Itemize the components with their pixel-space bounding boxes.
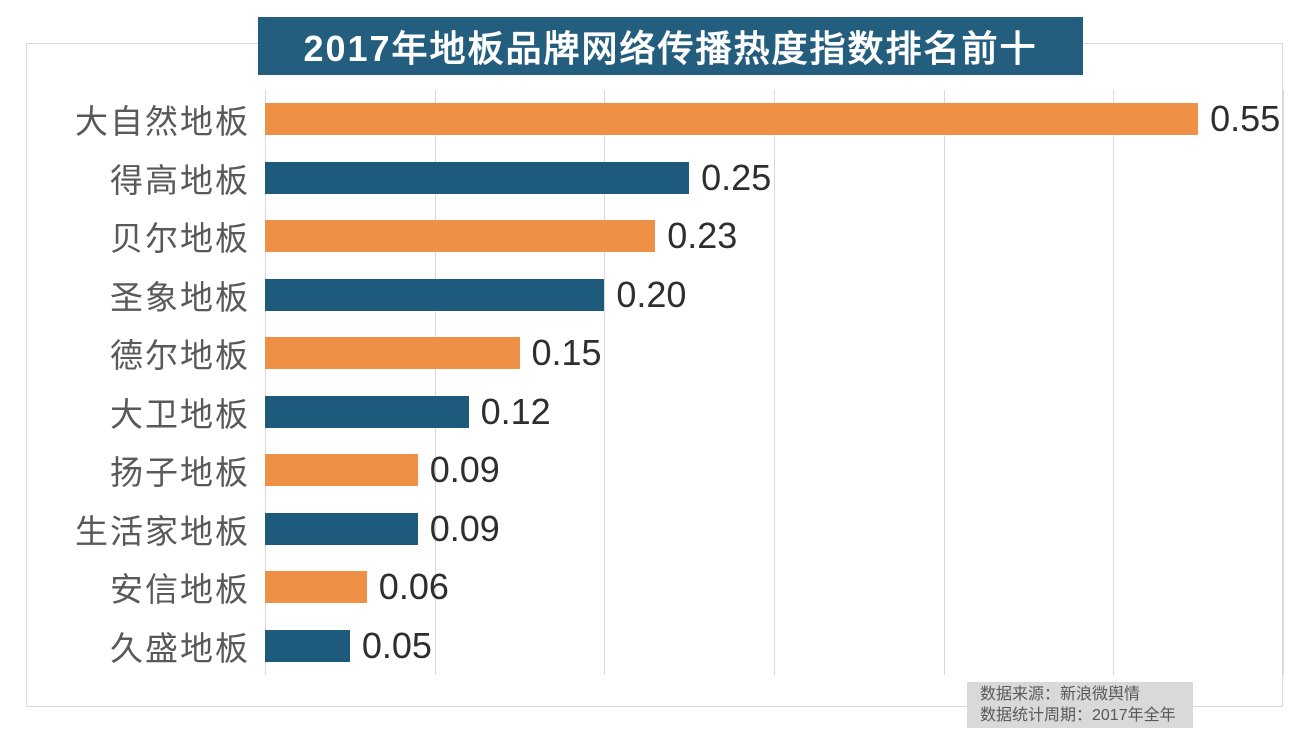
bar-row: 久盛地板 0.05 (0, 617, 1283, 676)
category-label: 贝尔地板 (110, 220, 250, 258)
bar (265, 278, 605, 311)
source-note-line-2: 数据统计周期：2017年全年 (980, 707, 1176, 724)
bar-track: 0.25 (265, 149, 1283, 208)
category-label: 久盛地板 (110, 629, 250, 667)
bar-row: 圣象地板 0.20 (0, 266, 1283, 325)
bar-track: 0.15 (265, 324, 1283, 383)
bar-track: 0.09 (265, 441, 1283, 500)
bar-track: 0.06 (265, 558, 1283, 617)
category-label: 大卫地板 (110, 395, 250, 433)
source-note-line-1: 数据来源：新浪微舆情 (980, 686, 1141, 703)
bar (265, 571, 367, 604)
bar-track: 0.20 (265, 266, 1283, 325)
gridline (774, 90, 775, 675)
bar (265, 161, 690, 194)
bar-row: 安信地板 0.06 (0, 558, 1283, 617)
value-label: 0.06 (378, 566, 449, 608)
bar-row: 扬子地板 0.09 (0, 441, 1283, 500)
value-label: 0.55 (1210, 98, 1281, 140)
category-label: 大自然地板 (75, 103, 250, 141)
bar (265, 629, 350, 662)
bar-row: 贝尔地板 0.23 (0, 207, 1283, 266)
bar (265, 337, 520, 370)
value-label: 0.15 (531, 332, 602, 374)
value-label: 0.20 (616, 273, 687, 315)
bar-row: 德尔地板 0.15 (0, 324, 1283, 383)
value-label: 0.23 (667, 215, 738, 257)
bar-row: 得高地板 0.25 (0, 149, 1283, 208)
bar-row: 生活家地板 0.09 (0, 500, 1283, 559)
value-label: 0.12 (480, 390, 551, 432)
bar (265, 454, 418, 487)
source-note-box: 数据来源：新浪微舆情 数据统计周期：2017年全年 (967, 682, 1193, 728)
gridline (604, 90, 606, 675)
bar (265, 512, 418, 545)
bars-container: 大自然地板 0.55 得高地板 0.25 贝尔地板 0.23 圣象地板 0.20 德尔地板 0.1… (0, 90, 1283, 675)
gridline (1113, 90, 1115, 675)
chart-title-box: 2017年地板品牌网络传播热度指数排名前十 (258, 17, 1083, 75)
gridline (434, 90, 436, 675)
bar-track: 0.55 (265, 90, 1283, 149)
bar-row: 大卫地板 0.12 (0, 383, 1283, 442)
bar-track: 0.09 (265, 500, 1283, 559)
bar (265, 220, 656, 253)
category-label: 安信地板 (110, 571, 250, 609)
value-label: 0.25 (701, 156, 772, 198)
value-label: 0.05 (361, 624, 432, 666)
bar-row: 大自然地板 0.55 (0, 90, 1283, 149)
gridline (943, 90, 945, 675)
bar (265, 395, 469, 428)
value-label: 0.09 (429, 449, 500, 491)
plot-area (265, 90, 1284, 675)
category-label: 得高地板 (110, 161, 250, 199)
bar-track: 0.23 (265, 207, 1283, 266)
category-label: 生活家地板 (75, 512, 250, 550)
chart-title: 2017年地板品牌网络传播热度指数排名前十 (303, 28, 1038, 69)
bar-track: 0.12 (265, 383, 1283, 442)
gridline (265, 90, 266, 675)
bar-track: 0.05 (265, 617, 1283, 676)
gridline (1283, 90, 1284, 675)
category-label: 圣象地板 (110, 278, 250, 316)
bar (265, 103, 1199, 136)
category-label: 德尔地板 (110, 337, 250, 375)
value-label: 0.09 (429, 507, 500, 549)
category-label: 扬子地板 (110, 454, 250, 492)
